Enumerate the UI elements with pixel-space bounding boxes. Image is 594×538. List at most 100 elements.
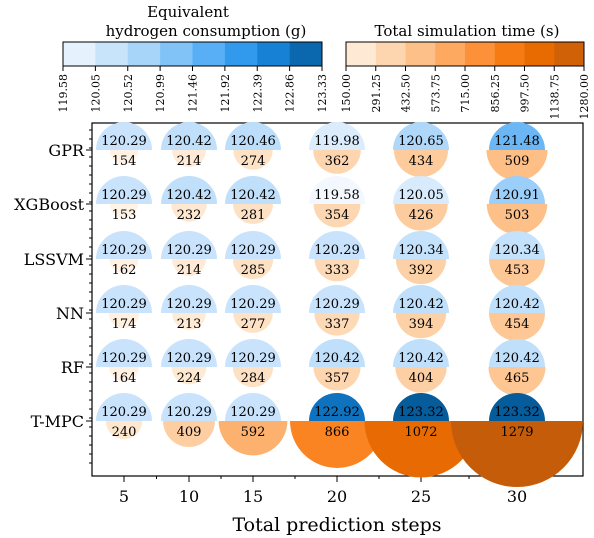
colorbar-hydrogen-cell: [160, 42, 193, 66]
time-semicircle: [233, 313, 273, 333]
hydrogen-value-label: 120.29: [314, 297, 360, 312]
colorbar-hydrogen-tick-label: 122.39: [251, 74, 264, 113]
colorbar-hydrogen-tick-label: 121.46: [187, 74, 200, 113]
time-value-label: 404: [409, 371, 434, 386]
hydrogen-semicircle: [489, 176, 545, 204]
hydrogen-semicircle: [161, 393, 217, 421]
time-value-label: 153: [112, 208, 137, 223]
hydrogen-value-label: 120.42: [398, 297, 444, 312]
bubble-cell: 120.29 213: [161, 285, 217, 332]
colorbar-hydrogen-tick-label: 119.58: [57, 74, 70, 113]
hydrogen-semicircle: [161, 122, 217, 150]
hydrogen-semicircle: [225, 393, 281, 421]
time-semicircle: [393, 150, 449, 178]
time-value-label: 1279: [500, 425, 533, 440]
hydrogen-semicircle: [393, 122, 449, 150]
hydrogen-semicircle: [309, 231, 365, 259]
bubble-cell: 122.92 866: [290, 393, 384, 468]
colorbar-hydrogen-tick-label: 120.99: [154, 74, 167, 113]
time-semicircle: [489, 259, 545, 287]
colorbar-hydrogen-cell: [257, 42, 290, 66]
hydrogen-semicircle: [489, 285, 545, 313]
time-semicircle: [109, 367, 139, 382]
hydrogen-semicircle: [161, 339, 217, 367]
hydrogen-semicircle: [489, 393, 545, 421]
hydrogen-value-label: 120.29: [101, 243, 147, 258]
time-value-label: 214: [177, 263, 202, 278]
hydrogen-value-label: 120.29: [101, 188, 147, 203]
time-value-label: 503: [505, 208, 530, 223]
time-value-label: 337: [325, 317, 350, 332]
bubble-cell: 120.29 164: [96, 339, 152, 386]
y-tick-label: NN: [56, 304, 84, 323]
time-semicircle: [105, 421, 143, 440]
time-value-label: 354: [325, 208, 350, 223]
colorbar-hydrogen-tick-label: 121.92: [219, 74, 232, 113]
bubble-cell: 120.42 465: [488, 339, 546, 396]
time-value-label: 174: [112, 317, 137, 332]
bubble-cell: 119.98 362: [309, 122, 365, 174]
time-value-label: 214: [177, 154, 202, 169]
bubble-cell: 123.32 1072: [364, 393, 478, 478]
colorbar-time-cell: [375, 42, 406, 66]
time-semicircle: [218, 421, 288, 456]
time-semicircle: [232, 259, 274, 280]
colorbar-hydrogen-tick-label: 122.86: [284, 74, 297, 113]
x-tick-label: 25: [411, 487, 431, 506]
colorbar-time: Total simulation time (s) 150.00 291.25 43…: [340, 22, 591, 120]
hydrogen-value-label: 120.29: [166, 243, 212, 258]
colorbar-time-cell: [554, 42, 585, 66]
time-semicircle: [108, 313, 140, 329]
time-semicircle: [290, 421, 384, 468]
hydrogen-semicircle: [489, 122, 545, 150]
hydrogen-value-label: 123.32: [398, 405, 444, 420]
time-value-label: 281: [241, 208, 266, 223]
bubble-cell: 120.29 162: [96, 231, 152, 278]
colorbar-time-cell: [435, 42, 466, 66]
bubble-cell: 120.34 453: [489, 231, 545, 287]
time-semicircle: [172, 259, 206, 276]
bubble-cell: 120.29 592: [218, 393, 288, 456]
time-semicircle: [171, 367, 207, 385]
bubble-cell: 120.29 333: [309, 231, 365, 282]
hydrogen-semicircle: [225, 231, 281, 259]
time-value-label: 1072: [404, 425, 437, 440]
time-value-label: 213: [177, 317, 202, 332]
hydrogen-value-label: 120.29: [166, 405, 212, 420]
colorbar-hydrogen-title-line2: hydrogen consumption (g): [106, 22, 307, 40]
colorbar-hydrogen-cell: [192, 42, 226, 66]
time-semicircle: [486, 204, 548, 235]
colorbar-time-tick-label: 291.25: [370, 74, 383, 113]
hydrogen-value-label: 120.34: [494, 243, 540, 258]
hydrogen-value-label: 123.32: [494, 405, 540, 420]
colorbar-hydrogen-cell: [289, 42, 323, 66]
bubble-cell: 123.32 1279: [451, 393, 583, 487]
bubble-cell: 120.29 284: [225, 339, 281, 388]
hydrogen-value-label: 120.29: [230, 405, 276, 420]
hydrogen-semicircle: [309, 393, 365, 421]
hydrogen-value-label: 120.42: [230, 188, 276, 203]
bubble-cell: 121.48 509: [486, 122, 548, 181]
time-semicircle: [394, 204, 448, 231]
time-semicircle: [232, 367, 274, 388]
hydrogen-semicircle: [225, 285, 281, 313]
bubble-cell: 120.29 285: [225, 231, 281, 280]
colorbar-time-cell: [494, 42, 525, 66]
hydrogen-value-label: 120.29: [101, 297, 147, 312]
hydrogen-value-label: 120.29: [314, 243, 360, 258]
hydrogen-value-label: 120.42: [166, 134, 212, 149]
time-value-label: 454: [505, 317, 530, 332]
hydrogen-semicircle: [225, 339, 281, 367]
hydrogen-value-label: 120.42: [398, 351, 444, 366]
hydrogen-semicircle: [96, 339, 152, 367]
colorbar-hydrogen-title-line1: Equivalent: [147, 3, 229, 21]
hydrogen-semicircle: [96, 231, 152, 259]
hydrogen-value-label: 121.48: [494, 134, 540, 149]
x-tick-label: 20: [327, 487, 347, 506]
time-semicircle: [172, 313, 206, 330]
hydrogen-value-label: 120.29: [101, 134, 147, 149]
time-value-label: 394: [409, 317, 434, 332]
x-tick-label: 5: [119, 487, 129, 506]
time-value-label: 426: [409, 208, 434, 223]
hydrogen-semicircle: [393, 231, 449, 259]
